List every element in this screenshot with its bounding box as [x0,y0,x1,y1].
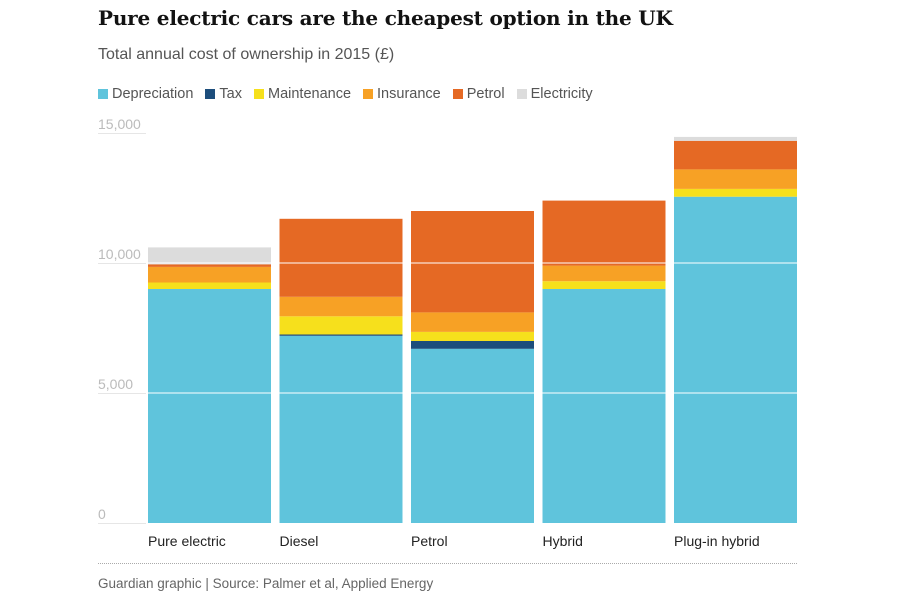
bar-hybrid-depreciation [542,289,666,523]
y-tick-label-15000: 15,000 [98,116,141,132]
legend: Depreciation Tax Maintenance Insurance P… [98,86,593,102]
chart-title: Pure electric cars are the cheapest opti… [98,6,673,30]
chart-subtitle: Total annual cost of ownership in 2015 (… [98,46,395,63]
bar-pure-electric-insurance [148,266,271,283]
legend-label-depreciation: Depreciation [112,86,194,102]
bar-plug-in-hybrid-maintenance [674,188,797,197]
bar-pure-electric-electricity [148,247,271,265]
bar-plug-in-hybrid-depreciation [674,196,797,523]
legend-swatch-electricity [516,89,527,99]
x-tick-label-petrol: Petrol [411,533,448,549]
bar-hybrid-maintenance [542,281,666,289]
bar-diesel-depreciation [279,335,403,523]
bar-plug-in-hybrid-electricity [674,136,797,141]
bar-pure-electric-depreciation [148,289,271,523]
legend-item-electricity: Electricity [516,86,593,102]
y-tick-label-10000: 10,000 [98,246,141,262]
legend-label-insurance: Insurance [377,86,441,102]
legend-label-maintenance: Maintenance [268,86,352,102]
legend-swatch-depreciation [98,89,108,99]
legend-swatch-maintenance [254,89,264,99]
bar-petrol-insurance [411,312,534,332]
x-tick-label-pure-electric: Pure electric [148,533,226,549]
legend-label-petrol: Petrol [466,86,505,102]
bar-diesel-insurance [279,296,403,317]
bar-pure-electric-maintenance [148,282,271,289]
y-tick-label-0: 0 [98,506,106,522]
legend-swatch-petrol [452,89,463,99]
legend-label-electricity: Electricity [530,86,593,102]
legend-item-tax: Tax [205,86,242,102]
source-note: Guardian graphic | Source: Palmer et al,… [98,576,434,591]
bar-petrol-maintenance [411,331,534,341]
x-tick-label-hybrid: Hybrid [543,533,583,549]
legend-item-maintenance: Maintenance [254,86,351,102]
footer-divider [98,563,797,564]
legend-item-insurance: Insurance [363,86,441,102]
bar-diesel-maintenance [279,316,403,335]
bar-diesel-tax [279,334,403,336]
y-tick-label-5000: 5,000 [98,376,133,392]
bar-petrol-depreciation [411,348,534,523]
legend-item-depreciation: Depreciation [98,86,193,102]
legend-item-petrol: Petrol [452,86,505,102]
legend-label-tax: Tax [219,86,242,102]
bar-plug-in-hybrid-insurance [674,169,797,189]
bar-petrol-tax [411,341,534,349]
bar-pure-electric-petrol [148,264,271,267]
legend-swatch-insurance [363,89,374,99]
x-tick-label-plug-in-hybrid: Plug-in hybrid [674,533,760,549]
bar-diesel-petrol [279,218,403,297]
bar-plug-in-hybrid-petrol [674,140,797,170]
bar-hybrid-petrol [542,200,666,266]
legend-swatch-tax [205,89,216,99]
x-tick-label-diesel: Diesel [280,533,319,549]
bar-petrol-petrol [411,211,534,313]
bar-hybrid-insurance [542,265,666,282]
